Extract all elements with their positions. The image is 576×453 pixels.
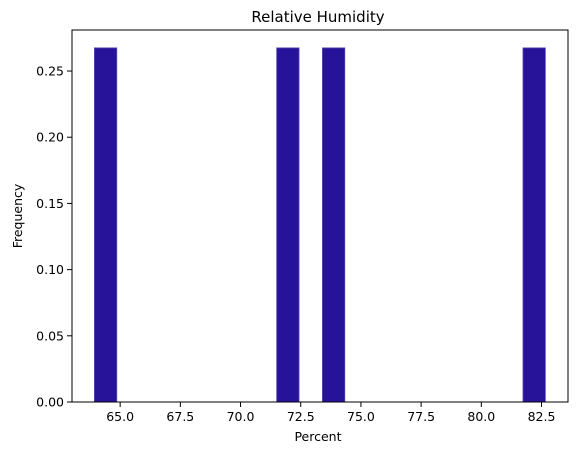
y-tick-label: 0.05 xyxy=(36,328,64,343)
bars-group xyxy=(93,47,546,403)
y-tick-label: 0.15 xyxy=(36,196,64,211)
x-tick-label: 67.5 xyxy=(166,409,194,424)
x-tick-label: 70.0 xyxy=(227,409,255,424)
x-tick-label: 77.5 xyxy=(407,409,435,424)
histogram-bar-1 xyxy=(276,47,300,403)
x-tick-label: 65.0 xyxy=(106,409,134,424)
plot-frame xyxy=(71,29,569,403)
histogram-bar-3 xyxy=(522,47,546,403)
x-tick-label: 75.0 xyxy=(347,409,375,424)
x-axis-ticks: 65.0 67.5 70.0 72.5 75.0 77.5 80.0 82.5 xyxy=(106,402,555,424)
y-tick-label: 0.20 xyxy=(36,130,64,145)
y-axis-label: Frequency xyxy=(10,183,25,248)
histogram-bar-2 xyxy=(322,47,346,403)
y-tick-label: 0.00 xyxy=(36,395,64,410)
x-tick-label: 72.5 xyxy=(287,409,315,424)
x-tick-label: 82.5 xyxy=(528,409,556,424)
y-axis-ticks: 0.00 0.05 0.10 0.15 0.20 0.25 xyxy=(36,64,72,410)
x-axis-label: Percent xyxy=(294,429,341,444)
y-tick-label: 0.10 xyxy=(36,262,64,277)
x-tick-label: 80.0 xyxy=(467,409,495,424)
y-tick-label: 0.25 xyxy=(36,64,64,79)
histogram-bar-0 xyxy=(93,47,118,403)
chart-title: Relative Humidity xyxy=(251,8,384,26)
